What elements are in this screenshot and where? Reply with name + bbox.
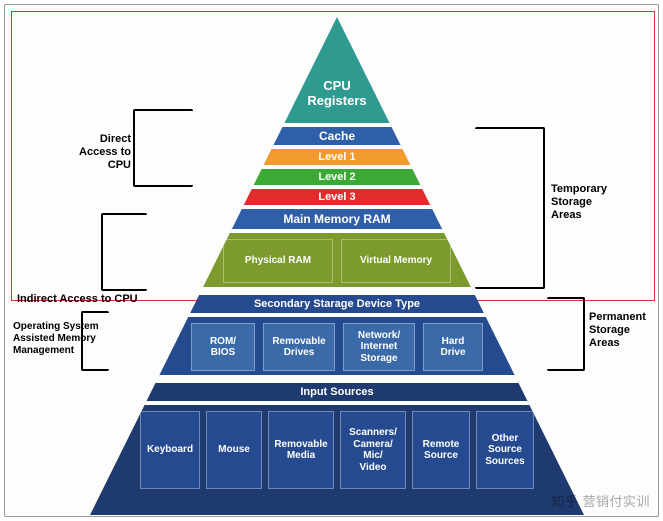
box-hard-drive-text: Hard Drive (440, 336, 465, 359)
box-virtual-memory-text: Virtual Memory (360, 255, 432, 267)
box-other-sources-text: Other Source Sources (485, 433, 524, 468)
watermark: 知乎 营销付实训 (551, 491, 650, 510)
box-removable-drives-text: Removable Drives (272, 336, 325, 359)
box-network-storage-text: Network/ Internet Storage (358, 330, 400, 365)
layer-input-header: Input Sources (90, 381, 584, 403)
box-keyboard-text: Keyboard (147, 444, 193, 456)
label-os: Operating System Assisted Memory Managem… (13, 321, 123, 357)
cache-header-text: Cache (319, 129, 355, 143)
box-scanners: Scanners/ Camera/ Mic/ Video (340, 411, 406, 489)
cache-l3-text: Level 3 (318, 191, 355, 203)
bracket-indirect (101, 213, 147, 291)
diagram-frame: CPU Registers Cache Level 1 Level 2 Leve… (4, 4, 659, 517)
layer-input-boxes: Keyboard Mouse Removable Media Scanners/… (90, 403, 584, 515)
box-other-sources: Other Source Sources (476, 411, 534, 489)
bracket-temp (475, 127, 545, 289)
box-removable-media-text: Removable Media (274, 439, 327, 462)
label-indirect: Indirect Access to CPU (17, 293, 145, 306)
secondary-header-text: Secondary Starage Device Type (254, 298, 420, 310)
box-mouse: Mouse (206, 411, 262, 489)
label-direct: Direct Access to CPU (53, 133, 131, 173)
cpu-label-2: Registers (307, 93, 366, 108)
bracket-perm (547, 297, 585, 371)
box-virtual-memory: Virtual Memory (341, 239, 451, 283)
cpu-label-1: CPU (323, 78, 350, 93)
box-physical-ram-text: Physical RAM (245, 255, 311, 267)
box-keyboard: Keyboard (140, 411, 200, 489)
layer-secondary-boxes: ROM/ BIOS Removable Drives Network/ Inte… (90, 315, 584, 377)
box-rom-bios: ROM/ BIOS (191, 323, 255, 371)
box-removable-drives: Removable Drives (263, 323, 335, 371)
box-rom-bios-text: ROM/ BIOS (210, 336, 236, 359)
cache-l2-text: Level 2 (318, 171, 355, 183)
box-physical-ram: Physical RAM (223, 239, 333, 283)
box-removable-media: Removable Media (268, 411, 334, 489)
box-mouse-text: Mouse (218, 444, 250, 456)
label-temp: Temporary Storage Areas (551, 183, 607, 223)
mainmem-header-text: Main Memory RAM (283, 212, 390, 226)
input-header-text: Input Sources (300, 386, 373, 398)
box-scanners-text: Scanners/ Camera/ Mic/ Video (349, 427, 397, 473)
box-remote-source: Remote Source (412, 411, 470, 489)
box-hard-drive: Hard Drive (423, 323, 483, 371)
bracket-direct (133, 109, 193, 187)
box-remote-source-text: Remote Source (423, 439, 460, 462)
cache-l1-text: Level 1 (318, 151, 355, 163)
label-perm: Permanent Storage Areas (589, 311, 646, 351)
box-network-storage: Network/ Internet Storage (343, 323, 415, 371)
